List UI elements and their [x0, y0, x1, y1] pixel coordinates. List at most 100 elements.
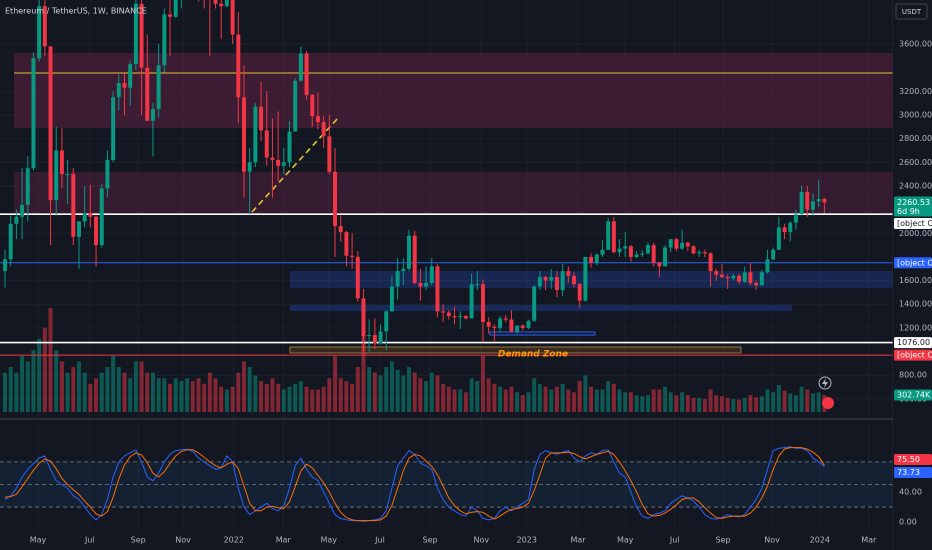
volume-bar: [731, 399, 736, 412]
volume-bar: [674, 395, 679, 412]
volume-bar: [776, 385, 781, 412]
stoch-pane: [0, 446, 893, 522]
x-tick-label: Jul: [84, 536, 95, 545]
volume-bar: [725, 397, 730, 412]
volume-bar: [315, 389, 320, 412]
volume-bar: [589, 386, 594, 412]
candle-body: [361, 298, 366, 337]
volume-bar: [8, 367, 13, 412]
candle-body: [76, 221, 81, 237]
x-tick-label: May: [320, 536, 337, 545]
candle-body: [37, 6, 42, 59]
volume-bar: [816, 392, 821, 412]
price-lines: [0, 213, 893, 356]
candle-body: [287, 131, 292, 163]
candle-body: [628, 246, 633, 257]
volume-bar: [259, 381, 264, 412]
candle-body: [133, 3, 138, 65]
volume-bar: [549, 389, 554, 412]
y-tick-label: 1600.00: [899, 276, 932, 285]
volume-bar: [611, 383, 616, 412]
candle-body: [168, 14, 173, 17]
volume-bar: [94, 378, 99, 412]
candle-body: [150, 109, 155, 121]
candle-body: [515, 325, 520, 332]
volume-bar: [173, 378, 178, 412]
volume-bar: [617, 389, 622, 412]
volume-bar: [566, 389, 571, 412]
chart-title: Ethereum / TetherUS, 1W, BINANCE: [5, 7, 147, 16]
event-icon[interactable]: [822, 397, 834, 409]
volume-bar: [99, 372, 104, 412]
volume-bar: [25, 361, 30, 412]
x-tick-label: Jul: [374, 536, 385, 545]
candle-body: [776, 227, 781, 250]
candle-body: [589, 256, 594, 263]
x-tick-label: 2022: [224, 536, 244, 545]
volume-bar: [480, 355, 485, 412]
x-tick-label: 2023: [517, 536, 537, 545]
candle-body: [697, 252, 702, 254]
candle-body: [71, 174, 76, 237]
alert-icon[interactable]: [818, 376, 832, 390]
last-price-box: [894, 196, 932, 217]
volume-bar: [759, 396, 764, 412]
y-tick-label: 3000.00: [899, 110, 932, 119]
candle-body: [572, 275, 577, 285]
volume-bar: [486, 378, 491, 412]
candle-body: [31, 58, 36, 169]
candle-body: [145, 67, 150, 121]
volume-bar: [407, 367, 411, 412]
volume-bar: [355, 367, 360, 412]
candle-body: [737, 275, 742, 282]
volume-bar: [537, 383, 542, 412]
candle-body: [429, 266, 434, 283]
support-zone: [290, 271, 893, 288]
candle-body: [94, 216, 99, 246]
x-tick-label: Mar: [570, 536, 586, 545]
volume-bar: [253, 375, 258, 412]
volume-bar: [771, 392, 776, 412]
candle-body: [526, 320, 531, 328]
volume-label: 302.74K: [897, 390, 931, 399]
volume-bar: [219, 386, 224, 412]
volume-bar: [162, 378, 167, 412]
candle-body: [304, 53, 309, 95]
candle-body: [680, 242, 685, 249]
volume-bar: [241, 361, 246, 412]
volume-bar: [48, 308, 53, 412]
volume-bar: [31, 350, 36, 412]
volume-bar: [782, 390, 787, 412]
volume-bar: [492, 383, 497, 412]
candle-body: [395, 271, 400, 287]
x-tick-label: Sep: [131, 536, 146, 545]
volume-bar: [327, 378, 332, 412]
axis-labels: May Jul Sep Nov 2022 Mar May Jul Sep Nov 2023 Mar Ma…: [30, 40, 932, 545]
volume-bar: [600, 389, 605, 412]
candle-body: [213, 0, 218, 4]
stoch-value-label-box: [894, 466, 932, 478]
volume-bar: [640, 396, 645, 412]
candle-body: [822, 198, 827, 203]
volume-bar: [270, 378, 275, 412]
candle-body: [48, 46, 53, 201]
candle-body: [418, 282, 423, 287]
volume-bar: [224, 389, 229, 412]
currency-button[interactable]: [895, 3, 928, 20]
volume-bar: [281, 389, 286, 412]
volume-bar: [105, 367, 110, 412]
x-tick-label: 2024: [810, 536, 830, 545]
volume-bar: [230, 386, 235, 412]
volume-bar: [435, 375, 440, 412]
volume-bar: [287, 386, 292, 412]
volume-bar: [663, 386, 668, 412]
candle-body: [520, 325, 525, 328]
volume-bar: [20, 355, 25, 412]
volume-bar: [554, 386, 559, 412]
candle-body: [685, 242, 690, 247]
candle-body: [111, 97, 116, 160]
price-line-label: 1076.00: [897, 338, 930, 347]
volume-bar: [572, 392, 577, 412]
candle-body: [139, 3, 144, 68]
volume-bar: [452, 389, 457, 412]
